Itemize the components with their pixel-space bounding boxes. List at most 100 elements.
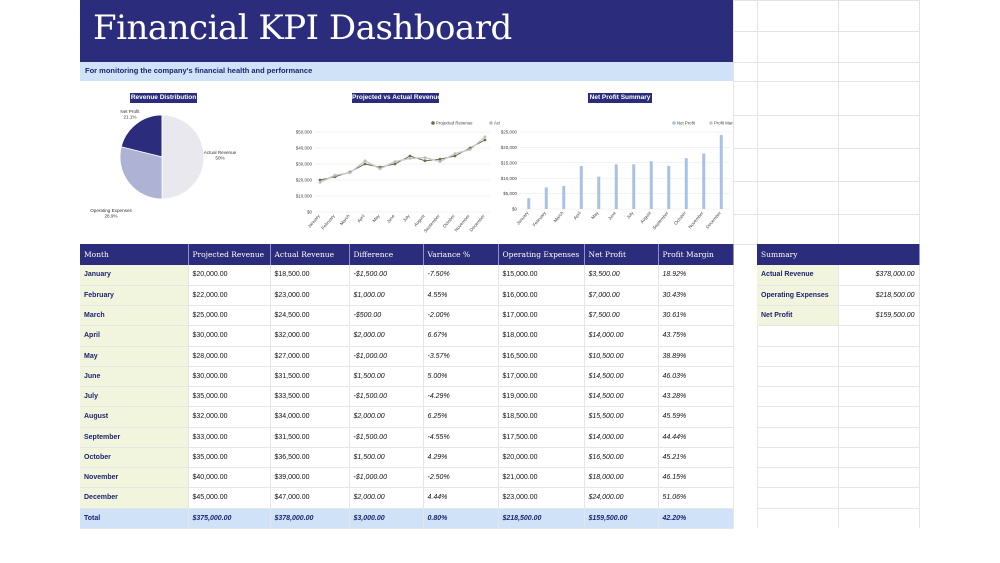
table-cell[interactable]: -4.55%: [423, 427, 499, 448]
table-cell[interactable]: $1,500.00: [349, 447, 424, 469]
empty-cell[interactable]: [838, 406, 920, 428]
bar-net-profit[interactable]: [579, 165, 583, 209]
table-cell[interactable]: -7.50%: [423, 265, 499, 286]
bar-net-profit[interactable]: [719, 135, 723, 209]
month-cell[interactable]: January: [80, 265, 189, 286]
table-cell[interactable]: $32,000.00: [188, 406, 271, 428]
total-cell[interactable]: $159,500.00: [584, 508, 659, 529]
line-point[interactable]: [363, 162, 367, 166]
table-cell[interactable]: $16,000.00: [498, 285, 585, 307]
column-header[interactable]: Difference: [349, 244, 424, 265]
table-cell[interactable]: 43.28%: [658, 386, 734, 408]
month-cell[interactable]: October: [80, 447, 189, 469]
bar-net-profit[interactable]: [562, 185, 566, 209]
net-profit-bar-chart[interactable]: Net Profit Profit Margin $0 $5,000 $10,000 $1…: [500, 117, 733, 244]
table-cell[interactable]: -3.57%: [423, 346, 499, 367]
bar-net-profit[interactable]: [597, 176, 601, 209]
table-cell[interactable]: $22,000.00: [188, 285, 271, 307]
empty-cell[interactable]: [838, 487, 920, 509]
table-cell[interactable]: 4.29%: [423, 447, 499, 469]
table-cell[interactable]: $10,500.00: [584, 346, 659, 367]
line-point[interactable]: [423, 159, 427, 163]
pie-slice-actual-revenue[interactable]: [142, 114, 213, 207]
table-cell[interactable]: $35,000.00: [188, 386, 271, 408]
table-cell[interactable]: $21,000.00: [498, 467, 585, 489]
summary-label[interactable]: Actual Revenue: [757, 265, 839, 286]
line-point[interactable]: [408, 157, 412, 160]
empty-cell[interactable]: [757, 427, 839, 448]
table-cell[interactable]: $3,500.00: [584, 265, 659, 286]
column-header[interactable]: Variance %: [423, 244, 499, 265]
table-cell[interactable]: $15,500.00: [584, 406, 659, 428]
table-cell[interactable]: $2,000.00: [349, 325, 424, 347]
table-cell[interactable]: $33,500.00: [270, 386, 350, 408]
table-cell[interactable]: 4.44%: [423, 487, 499, 509]
table-cell[interactable]: 18.92%: [658, 265, 734, 286]
table-cell[interactable]: $19,000.00: [498, 386, 585, 408]
table-cell[interactable]: $14,000.00: [584, 427, 659, 448]
projected-vs-actual-line-chart[interactable]: Projected Revenue Actual Revenue $0 $10,000…: [275, 117, 500, 244]
table-cell[interactable]: $30,000.00: [188, 325, 271, 347]
table-cell[interactable]: $31,500.00: [270, 366, 350, 388]
month-cell[interactable]: December: [80, 487, 189, 509]
table-cell[interactable]: 6.25%: [423, 406, 499, 428]
month-cell[interactable]: June: [80, 366, 189, 388]
table-cell[interactable]: $30,000.00: [188, 366, 271, 388]
table-cell[interactable]: $20,000.00: [498, 447, 585, 469]
table-cell[interactable]: 45.21%: [658, 447, 734, 469]
month-cell[interactable]: March: [80, 305, 189, 327]
total-cell[interactable]: $378,000.00: [270, 508, 350, 529]
empty-cell[interactable]: [757, 346, 839, 367]
line-point[interactable]: [408, 154, 412, 158]
bar-net-profit[interactable]: [614, 164, 618, 209]
table-cell[interactable]: -4.29%: [423, 386, 499, 408]
table-cell[interactable]: 51.06%: [658, 487, 734, 509]
table-cell[interactable]: $31,500.00: [270, 427, 350, 448]
table-cell[interactable]: $16,500.00: [498, 346, 585, 367]
table-cell[interactable]: $15,000.00: [498, 265, 585, 286]
table-cell[interactable]: $47,000.00: [270, 487, 350, 509]
table-cell[interactable]: 46.15%: [658, 467, 734, 489]
line-point[interactable]: [318, 178, 322, 182]
month-cell[interactable]: April: [80, 325, 189, 347]
line-point[interactable]: [423, 156, 427, 159]
table-cell[interactable]: 6.67%: [423, 325, 499, 347]
line-point[interactable]: [378, 167, 382, 171]
table-cell[interactable]: $14,500.00: [584, 386, 659, 408]
empty-cell[interactable]: [757, 325, 839, 347]
table-cell[interactable]: 4.55%: [423, 285, 499, 307]
table-cell[interactable]: $1,000.00: [349, 285, 424, 307]
table-cell[interactable]: -$1,000.00: [349, 467, 424, 489]
table-cell[interactable]: $20,000.00: [188, 265, 271, 286]
table-cell[interactable]: $24,500.00: [270, 305, 350, 327]
bar-net-profit[interactable]: [649, 161, 653, 209]
line-point[interactable]: [348, 171, 352, 175]
table-cell[interactable]: $1,500.00: [349, 366, 424, 388]
table-cell[interactable]: $17,000.00: [498, 366, 585, 388]
empty-cell[interactable]: [838, 346, 920, 367]
column-header[interactable]: Projected Revenue: [188, 244, 271, 265]
column-header[interactable]: Net Profit: [584, 244, 659, 265]
line-point[interactable]: [363, 159, 367, 163]
table-cell[interactable]: $14,500.00: [584, 366, 659, 388]
month-cell[interactable]: May: [80, 346, 189, 367]
total-cell[interactable]: $375,000.00: [188, 508, 271, 529]
bar-net-profit[interactable]: [684, 158, 688, 209]
empty-cell[interactable]: [838, 467, 920, 489]
table-cell[interactable]: 38.89%: [658, 346, 734, 367]
line-point[interactable]: [393, 162, 397, 166]
table-cell[interactable]: -$1,500.00: [349, 427, 424, 448]
summary-value[interactable]: $159,500.00: [838, 305, 920, 327]
table-cell[interactable]: $40,000.00: [188, 467, 271, 489]
line-series-actual-revenue[interactable]: [319, 136, 486, 184]
summary-value[interactable]: $378,000.00: [838, 265, 920, 286]
table-cell[interactable]: $18,500.00: [270, 265, 350, 286]
table-cell[interactable]: $17,000.00: [498, 305, 585, 327]
table-cell[interactable]: $34,000.00: [270, 406, 350, 428]
table-cell[interactable]: -$1,000.00: [349, 346, 424, 367]
table-cell[interactable]: 45.59%: [658, 406, 734, 428]
month-cell[interactable]: July: [80, 386, 189, 408]
line-point[interactable]: [483, 135, 487, 139]
table-cell[interactable]: $28,000.00: [188, 346, 271, 367]
